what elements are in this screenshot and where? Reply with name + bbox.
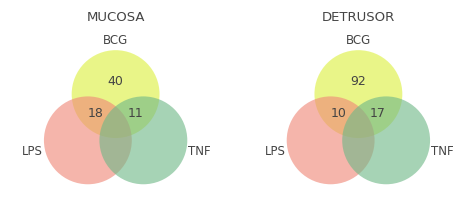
- Text: 18: 18: [88, 107, 104, 120]
- Text: 40: 40: [108, 75, 124, 88]
- Circle shape: [314, 50, 402, 138]
- Text: 10: 10: [331, 107, 346, 120]
- Text: 92: 92: [350, 75, 366, 88]
- Circle shape: [44, 96, 132, 184]
- Circle shape: [287, 96, 374, 184]
- Text: LPS: LPS: [264, 145, 285, 158]
- Text: MUCOSA: MUCOSA: [86, 11, 145, 24]
- Circle shape: [342, 96, 430, 184]
- Text: 17: 17: [370, 107, 386, 120]
- Text: BCG: BCG: [346, 34, 371, 47]
- Text: TNF: TNF: [431, 145, 454, 158]
- Circle shape: [72, 50, 160, 138]
- Text: 11: 11: [128, 107, 143, 120]
- Text: DETRUSOR: DETRUSOR: [322, 11, 395, 24]
- Text: BCG: BCG: [103, 34, 128, 47]
- Text: LPS: LPS: [22, 145, 43, 158]
- Circle shape: [100, 96, 187, 184]
- Text: TNF: TNF: [189, 145, 211, 158]
